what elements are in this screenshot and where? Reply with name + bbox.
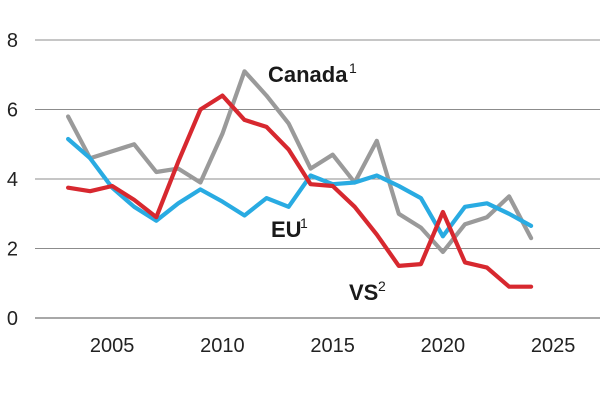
x-tick-label-2015: 2015	[310, 335, 355, 357]
x-tick-label-2010: 2010	[200, 335, 245, 357]
y-tick-label-4: 4	[7, 169, 18, 191]
series-label-eu: EU	[271, 217, 302, 242]
series-line-eu	[65, 136, 534, 239]
y-tick-label-6: 6	[7, 100, 18, 122]
x-tick-label-2020: 2020	[421, 335, 466, 357]
series-label-vs: VS	[349, 280, 378, 305]
y-axis-ticks: 0 2 4 6 8	[7, 30, 18, 330]
series-lines	[65, 69, 534, 289]
series-label-canada-superscript: 1	[349, 60, 357, 76]
series-label-eu-superscript: 1	[300, 215, 308, 231]
y-tick-label-2: 2	[7, 239, 18, 261]
y-tick-label-8: 8	[7, 30, 18, 52]
x-axis-ticks: 2005 2010 2015 2020 2025	[90, 335, 576, 357]
x-tick-label-2005: 2005	[90, 335, 135, 357]
series-line-vs	[65, 93, 534, 289]
x-tick-label-2025: 2025	[531, 335, 576, 357]
y-tick-label-0: 0	[7, 308, 18, 330]
series-label-vs-superscript: 2	[378, 278, 386, 294]
series-label-canada: Canada	[268, 62, 348, 87]
